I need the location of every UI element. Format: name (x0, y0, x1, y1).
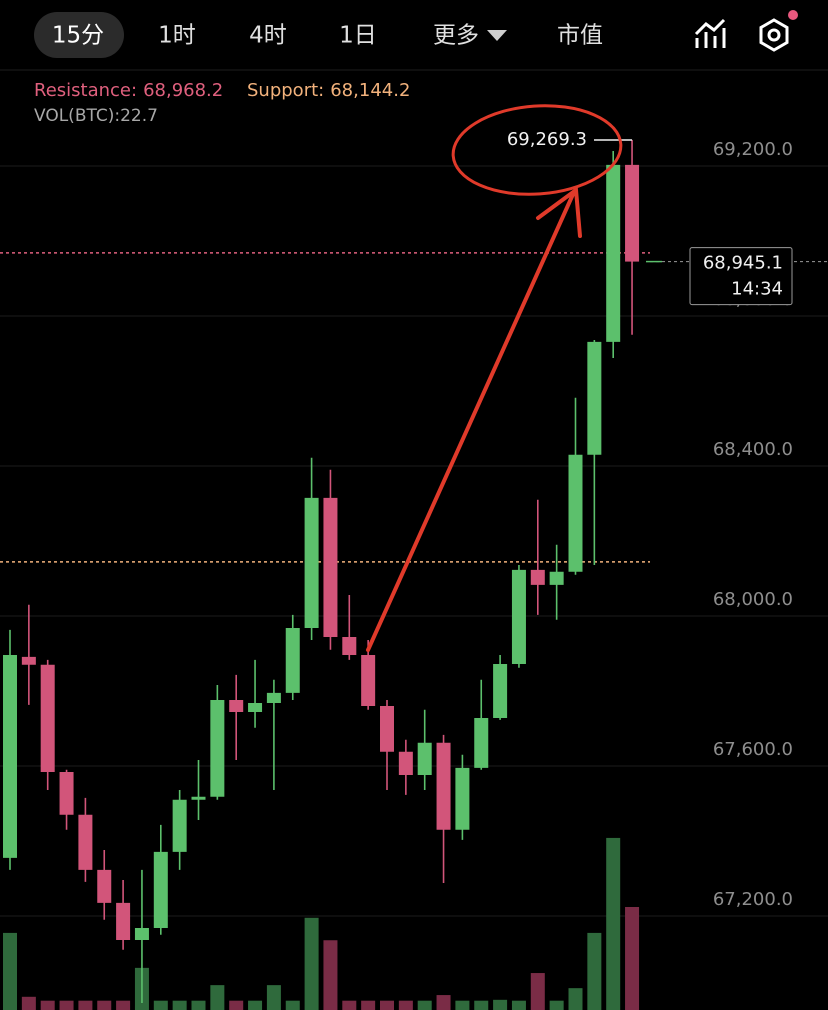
volume-bar (78, 1000, 93, 1010)
candle-body (511, 569, 526, 664)
candle-body (97, 869, 112, 903)
volume-bar (587, 932, 602, 1010)
candle-body (3, 655, 17, 858)
resistance-label: Resistance: 68,968.2 (34, 80, 223, 101)
volume-bar (153, 1000, 168, 1010)
candle-body (21, 656, 36, 665)
volume-bar (455, 1000, 470, 1010)
candle-body (266, 692, 281, 703)
support-label: Support: 68,144.2 (247, 80, 410, 101)
candle-body (417, 742, 432, 775)
last-price-label: 68,945.1 (703, 253, 783, 274)
candle-body (455, 767, 470, 830)
candle-body (587, 341, 602, 455)
volume-bar (229, 1000, 244, 1010)
volume-bar (97, 1000, 112, 1010)
volume-bar (474, 1000, 489, 1010)
volume-bar (417, 1000, 432, 1010)
candle-body (40, 664, 55, 772)
tab[interactable]: 1时 (158, 23, 196, 49)
countdown: 14:34 (731, 279, 783, 300)
volume-bar (361, 1000, 376, 1010)
candle-body (493, 664, 508, 718)
candle-body (134, 928, 149, 940)
y-tick-label: 69,200.0 (713, 139, 793, 160)
volume-bar (342, 1000, 357, 1010)
volume-bar (172, 1000, 187, 1010)
more-arrow[interactable] (487, 30, 507, 41)
candle-body (568, 454, 583, 572)
tab[interactable]: 15分 (52, 23, 104, 49)
candle-body (172, 799, 187, 852)
volume-bar (625, 907, 640, 1010)
volume-bar (380, 1000, 394, 1010)
volume-bar (210, 985, 225, 1010)
candle-body (625, 164, 640, 262)
volume-bar (248, 1000, 263, 1010)
candle-body (285, 628, 300, 693)
candle-body (380, 706, 394, 752)
volume-bar (266, 985, 281, 1010)
volume-bar (323, 940, 338, 1010)
settings-icon[interactable] (759, 10, 798, 52)
candle-body (398, 751, 413, 775)
support-value: 68,144.2 (330, 80, 410, 101)
indicator-icon[interactable] (694, 18, 726, 48)
y-tick-label: 67,600.0 (713, 739, 793, 760)
annotation-arrow (366, 186, 582, 652)
candle-body (361, 655, 376, 706)
volume-bar (606, 837, 621, 1010)
candle-body (248, 703, 263, 712)
volume-bar (21, 996, 36, 1010)
volume-bar (285, 1000, 300, 1010)
volume-bar (59, 1000, 74, 1010)
candle-body (59, 772, 74, 815)
tab[interactable]: 1日 (339, 23, 377, 49)
y-tick-label: 68,400.0 (713, 439, 793, 460)
volume-bar (304, 917, 319, 1010)
last-price-box (689, 247, 793, 306)
volume-bar (511, 1000, 526, 1010)
support-name: Support: (247, 80, 324, 101)
volume-bar (3, 932, 17, 1010)
volume-bar (493, 999, 508, 1010)
tab[interactable]: 市值 (557, 23, 603, 49)
volume-bar (398, 1000, 413, 1010)
volume-bar (191, 1000, 206, 1010)
resistance-value: 68,968.2 (143, 80, 223, 101)
volume-bar (436, 995, 451, 1010)
candle-body (78, 814, 93, 870)
candle-body (549, 571, 564, 585)
selected-tab-bg (34, 12, 124, 58)
candle-body (323, 497, 338, 637)
volume-bar (530, 973, 545, 1010)
volume-bar (116, 1000, 131, 1010)
resistance-name: Resistance: (34, 80, 137, 101)
candle-body (474, 718, 489, 768)
y-tick-label: 67,200.0 (713, 889, 793, 910)
candle-body (210, 700, 225, 797)
y-tick-label: 68,000.0 (713, 589, 793, 610)
high-label: 69,269.3 (507, 129, 587, 150)
candle-body (530, 569, 545, 585)
volume-bar (568, 988, 583, 1010)
candle-body (153, 851, 168, 928)
candle-body (116, 902, 131, 940)
volume-label: VOL(BTC):22.7 (34, 106, 158, 126)
annotation-circle (451, 104, 623, 196)
candle-body (342, 637, 357, 655)
volume-bar (40, 1000, 55, 1010)
candle-body (229, 700, 244, 712)
tab[interactable]: 4时 (249, 23, 287, 49)
candle-body (436, 742, 451, 830)
candle-body (606, 164, 621, 342)
tab[interactable]: 更多 (433, 23, 479, 49)
candle-body (191, 796, 206, 800)
candle-body (304, 497, 319, 628)
volume-bar (549, 1000, 564, 1010)
